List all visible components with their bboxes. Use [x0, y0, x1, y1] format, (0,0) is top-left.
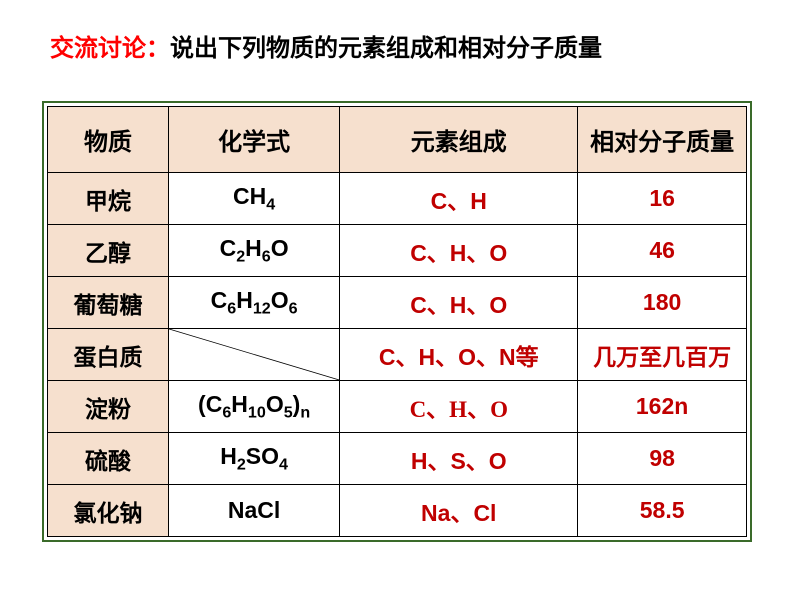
title-highlight: 交流讨论： [50, 35, 170, 62]
title-normal: 说出下列物质的元素组成和相对分子质量 [170, 35, 602, 62]
cell-mass: 46 [578, 225, 747, 277]
table-row: 蛋白质 C、H、O、N等几万至几百万 [48, 329, 747, 381]
table-outer-border: 物质 化学式 元素组成 相对分子质量 甲烷CH4C、H16乙醇C2H6OC、H、… [42, 101, 752, 542]
header-elements: 元素组成 [340, 107, 578, 173]
cell-formula: C6H12O6 [168, 277, 339, 329]
cell-substance: 蛋白质 [48, 329, 169, 381]
cell-formula: C2H6O [168, 225, 339, 277]
cell-elements: C、H、O [340, 381, 578, 433]
cell-formula [168, 329, 339, 381]
cell-elements: C、H [340, 173, 578, 225]
table-row: 乙醇C2H6OC、H、O46 [48, 225, 747, 277]
cell-substance: 甲烷 [48, 173, 169, 225]
cell-formula: CH4 [168, 173, 339, 225]
table-row: 甲烷CH4C、H16 [48, 173, 747, 225]
cell-formula: H2SO4 [168, 433, 339, 485]
header-mass: 相对分子质量 [578, 107, 747, 173]
cell-mass: 98 [578, 433, 747, 485]
cell-mass: 180 [578, 277, 747, 329]
cell-substance: 氯化钠 [48, 485, 169, 537]
cell-mass: 几万至几百万 [578, 329, 747, 381]
cell-substance: 葡萄糖 [48, 277, 169, 329]
cell-mass: 58.5 [578, 485, 747, 537]
cell-substance: 乙醇 [48, 225, 169, 277]
chemistry-table: 物质 化学式 元素组成 相对分子质量 甲烷CH4C、H16乙醇C2H6OC、H、… [47, 106, 747, 537]
table-row: 葡萄糖C6H12O6C、H、O180 [48, 277, 747, 329]
cell-elements: H、S、O [340, 433, 578, 485]
table-header-row: 物质 化学式 元素组成 相对分子质量 [48, 107, 747, 173]
table-row: 硫酸H2SO4H、S、O98 [48, 433, 747, 485]
header-substance: 物质 [48, 107, 169, 173]
table-body: 甲烷CH4C、H16乙醇C2H6OC、H、O46葡萄糖C6H12O6C、H、O1… [48, 173, 747, 537]
cell-substance: 淀粉 [48, 381, 169, 433]
header-formula: 化学式 [168, 107, 339, 173]
cell-mass: 16 [578, 173, 747, 225]
cell-elements: C、H、O [340, 225, 578, 277]
cell-elements: Na、Cl [340, 485, 578, 537]
cell-formula: (C6H10O5)n [168, 381, 339, 433]
table-row: 淀粉(C6H10O5)nC、H、O162n [48, 381, 747, 433]
cell-formula: NaCl [168, 485, 339, 537]
cell-mass: 162n [578, 381, 747, 433]
table-row: 氯化钠NaClNa、Cl58.5 [48, 485, 747, 537]
cell-elements: C、H、O [340, 277, 578, 329]
page-title: 交流讨论：说出下列物质的元素组成和相对分子质量 [50, 28, 752, 63]
cell-substance: 硫酸 [48, 433, 169, 485]
cell-elements: C、H、O、N等 [340, 329, 578, 381]
